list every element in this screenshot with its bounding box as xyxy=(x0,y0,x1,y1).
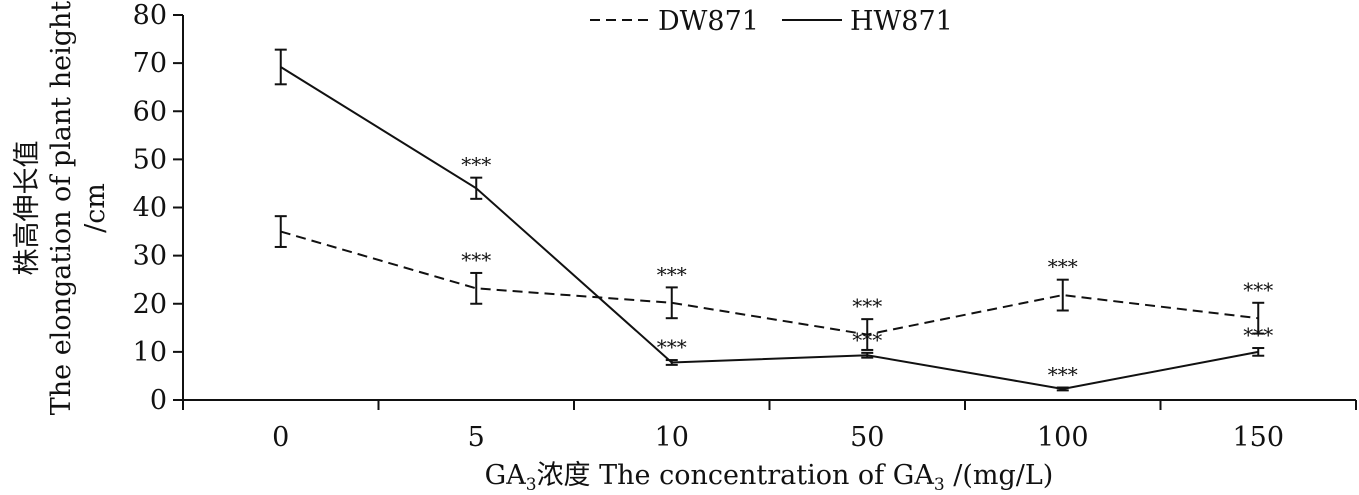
significance-marker-hw871: *** xyxy=(461,153,491,177)
error-bars xyxy=(274,48,1265,392)
y-tick-label: 50 xyxy=(133,144,167,175)
x-title-middle: 浓度 The concentration of GA xyxy=(537,460,935,491)
significance-marker-hw871: *** xyxy=(852,328,882,352)
series-lines xyxy=(280,66,1259,390)
significance-marker-hw871: *** xyxy=(1048,362,1078,386)
legend: DW871 HW871 xyxy=(590,6,953,37)
x-ticks: 0 5 10 50 100 150 xyxy=(182,400,1357,453)
legend-label-hw871: HW871 xyxy=(850,6,953,37)
x-title-suffix: /(mg/L) xyxy=(945,460,1054,491)
y-tick-label: 60 xyxy=(133,96,167,127)
x-tick-label: 100 xyxy=(1037,422,1089,453)
y-tick-label: 0 xyxy=(150,385,167,416)
significance-marker-dw871: *** xyxy=(657,262,687,286)
y-tick-label: 40 xyxy=(133,193,167,224)
x-tick-label: 50 xyxy=(850,422,884,453)
y-axis-title-english: The elongation of plant height xyxy=(46,1,77,416)
x-title-prefix-sub: 3 xyxy=(526,475,537,495)
axes xyxy=(182,15,1356,401)
significance-marker-dw871: *** xyxy=(1243,278,1273,302)
y-tick-label: 10 xyxy=(133,337,167,368)
y-tick-label: 30 xyxy=(133,241,167,272)
x-tick-label: 0 xyxy=(272,422,289,453)
series-line-hw871 xyxy=(280,66,1259,390)
significance-labels: *** *** *** *** *** *** *** *** *** *** xyxy=(461,153,1273,387)
x-title-prefix: GA xyxy=(485,460,527,491)
y-tick-label: 70 xyxy=(133,48,167,79)
x-title-middle-sub: 3 xyxy=(934,475,945,495)
y-tick-label: 80 xyxy=(133,0,167,31)
legend-label-dw871: DW871 xyxy=(658,6,759,37)
significance-marker-hw871: *** xyxy=(657,335,687,359)
y-axis-title-chinese: 株高伸长值 xyxy=(12,141,43,276)
x-axis-title: GA3浓度 The concentration of GA3 /(mg/L) xyxy=(485,460,1054,495)
x-tick-label: 150 xyxy=(1232,422,1284,453)
significance-marker-hw871: *** xyxy=(1243,323,1273,347)
y-ticks: 0 10 20 30 40 50 60 70 80 xyxy=(133,0,183,416)
x-tick-label: 10 xyxy=(655,422,689,453)
significance-marker-dw871: *** xyxy=(461,248,491,272)
y-axis-title-unit: /cm xyxy=(80,183,111,233)
x-tick-label: 5 xyxy=(468,422,485,453)
significance-marker-dw871: *** xyxy=(1048,255,1078,279)
significance-marker-dw871: *** xyxy=(852,294,882,318)
y-tick-label: 20 xyxy=(133,289,167,320)
series-line-dw871 xyxy=(280,230,1259,336)
